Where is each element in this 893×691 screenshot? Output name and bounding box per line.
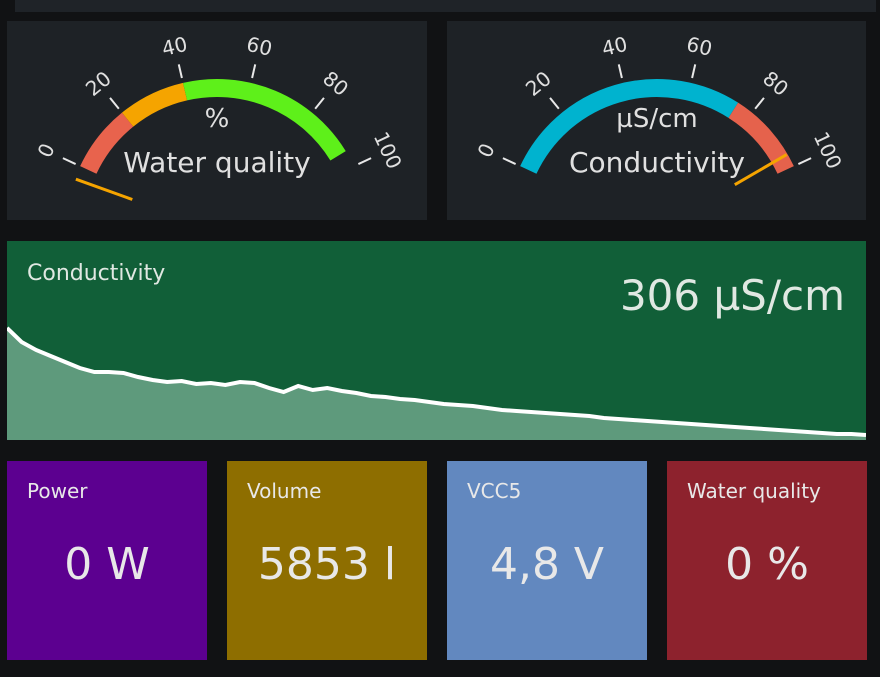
tile-value: 0 W	[64, 539, 150, 590]
gauge-tick	[691, 64, 697, 79]
gauge-band	[183, 79, 346, 161]
tile-value: 4,8 V	[489, 539, 605, 590]
top-bar	[15, 0, 876, 12]
gauge-tick-label: 60	[244, 32, 274, 61]
gauge-band	[728, 102, 794, 174]
gauge-tick-label: 80	[318, 66, 353, 101]
tile-value: 5853 l	[257, 539, 397, 590]
gauge-band	[121, 82, 188, 127]
gauge-tick-label: 0	[33, 139, 60, 161]
gauge-tick	[549, 97, 560, 110]
gauge-band	[80, 112, 134, 174]
trend-value: 306 µS/cm	[620, 271, 845, 320]
gauge-unit: µS/cm	[616, 104, 697, 134]
tile: Power 0 W	[7, 461, 207, 660]
tile-title: Volume	[247, 479, 322, 503]
gauge-tick-label: 100	[809, 128, 847, 173]
gauge-tick-label: 20	[81, 66, 116, 101]
tile-title: VCC5	[467, 479, 522, 503]
tile: Volume 5853 l	[227, 461, 427, 660]
gauge-tick	[109, 97, 120, 110]
gauge-panel: 0 20 40 60 80 100 µS/cm Conductivity	[447, 21, 866, 220]
gauge-tick	[502, 157, 517, 165]
tile-value: 0 %	[725, 539, 809, 590]
gauge-tick-label: 100	[369, 128, 407, 173]
gauge-title: Water quality	[123, 146, 310, 179]
tile: Water quality 0 %	[667, 461, 867, 660]
trend-title: Conductivity	[27, 261, 165, 286]
gauge-title: Conductivity	[569, 146, 745, 179]
gauge-tick-label: 80	[758, 66, 793, 101]
gauge-tick	[177, 64, 183, 79]
gauge-tick-label: 40	[159, 32, 189, 61]
gauge-tick	[314, 97, 325, 110]
gauge-tick	[357, 157, 372, 165]
trend-line	[7, 326, 866, 437]
gauge-tick	[251, 64, 257, 79]
gauge-unit: %	[205, 104, 230, 134]
gauge-tick	[797, 157, 812, 165]
tile: VCC5 4,8 V	[447, 461, 647, 660]
trend-panel: Conductivity 306 µS/cm	[7, 241, 866, 440]
gauge-tick	[754, 97, 765, 110]
gauge-panel: 0 20 40 60 80 100% Water quality	[7, 21, 427, 220]
gauge-tick	[62, 157, 77, 165]
tile-title: Water quality	[687, 479, 821, 503]
gauge-tick-label: 40	[599, 32, 629, 61]
trend-area	[7, 328, 866, 440]
gauge-tick-label: 60	[684, 32, 714, 61]
gauge-needle	[734, 153, 788, 187]
gauge-tick	[617, 64, 623, 79]
gauge-needle	[75, 177, 133, 201]
tile-title: Power	[27, 479, 88, 503]
gauge-band	[520, 79, 739, 174]
gauge-tick-label: 20	[521, 66, 556, 101]
gauge-tick-label: 0	[473, 139, 500, 161]
